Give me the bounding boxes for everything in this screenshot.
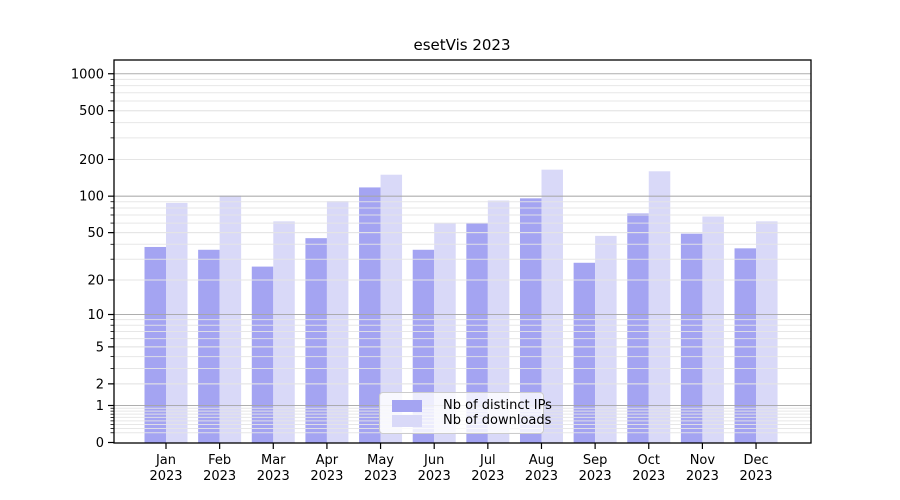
x-tick-label-year-apr: 2023 <box>310 469 343 484</box>
x-tick-label-month-jul: Jul <box>479 453 496 468</box>
x-tick-label-year-dec: 2023 <box>739 469 772 484</box>
x-tick-label-month-jan: Jan <box>155 453 176 468</box>
x-tick-label-month-jun: Jun <box>423 453 444 468</box>
y-tick-label: 10 <box>87 308 104 323</box>
x-tick-label-month-oct: Oct <box>638 453 660 468</box>
bar-downloads-jan <box>166 202 188 443</box>
bar-distinct-ips-oct <box>627 213 649 443</box>
x-tick-label-year-jan: 2023 <box>149 469 182 484</box>
bar-distinct-ips-dec <box>734 248 757 443</box>
x-tick-label-year-nov: 2023 <box>686 469 719 484</box>
bar-downloads-jul <box>487 200 510 443</box>
x-tick-label-month-apr: Apr <box>316 453 339 468</box>
bar-downloads-apr <box>326 201 349 443</box>
x-tick-label-year-oct: 2023 <box>632 469 665 484</box>
bar-downloads-jun <box>434 223 456 443</box>
x-tick-label-month-mar: Mar <box>261 453 286 468</box>
y-tick-label: 500 <box>79 104 104 119</box>
y-tick-label: 0 <box>96 436 104 451</box>
legend-label-downloads: Nb of downloads <box>443 413 552 428</box>
y-tick-label: 200 <box>79 153 104 168</box>
y-tick-label: 50 <box>87 226 104 241</box>
legend-item-downloads: Nb of downloads <box>392 413 551 428</box>
x-tick-label-month-aug: Aug <box>529 453 554 468</box>
legend: Nb of distinct IPs Nb of downloads <box>379 392 552 434</box>
bar-distinct-ips-apr <box>305 238 327 443</box>
x-tick-label-year-feb: 2023 <box>203 469 236 484</box>
y-tick-label: 100 <box>79 190 104 205</box>
x-tick-label-month-dec: Dec <box>743 453 768 468</box>
legend-swatch-downloads-icon <box>392 414 422 427</box>
legend-label-distinct-ips: Nb of distinct IPs <box>443 398 552 413</box>
bar-distinct-ips-sep <box>573 262 596 443</box>
x-tick-label-year-mar: 2023 <box>257 469 290 484</box>
x-tick-label-year-may: 2023 <box>364 469 397 484</box>
bar-distinct-ips-mar <box>251 266 274 443</box>
bar-downloads-aug <box>541 169 563 443</box>
y-tick-label: 20 <box>87 274 104 289</box>
x-tick-label-year-aug: 2023 <box>525 469 558 484</box>
x-tick-label-month-nov: Nov <box>690 453 716 468</box>
bar-downloads-dec <box>756 221 778 443</box>
y-tick-label: 1 <box>96 399 104 414</box>
x-tick-label-year-jul: 2023 <box>471 469 504 484</box>
y-tick-label: 5 <box>96 340 104 355</box>
x-tick-label-month-may: May <box>367 453 394 468</box>
chart-title: esetVis 2023 <box>413 36 511 54</box>
legend-swatch-distinct-ips-icon <box>392 399 422 412</box>
bar-distinct-ips-jul <box>466 223 488 443</box>
bar-downloads-oct <box>648 171 671 443</box>
bar-distinct-ips-jan <box>144 246 166 443</box>
x-tick-label-month-feb: Feb <box>208 453 231 468</box>
y-tick-label: 1000 <box>71 67 104 82</box>
bar-downloads-mar <box>273 221 295 443</box>
bar-downloads-may <box>380 174 403 443</box>
bar-downloads-sep <box>595 235 617 443</box>
bar-distinct-ips-may <box>359 187 381 443</box>
y-tick-label: 2 <box>96 377 104 392</box>
x-tick-label-month-sep: Sep <box>583 453 608 468</box>
legend-item-distinct-ips: Nb of distinct IPs <box>392 398 552 413</box>
plot-border <box>113 59 812 444</box>
bar-downloads-nov <box>702 216 724 443</box>
x-tick-label-year-jun: 2023 <box>418 469 451 484</box>
x-tick-label-year-sep: 2023 <box>579 469 612 484</box>
